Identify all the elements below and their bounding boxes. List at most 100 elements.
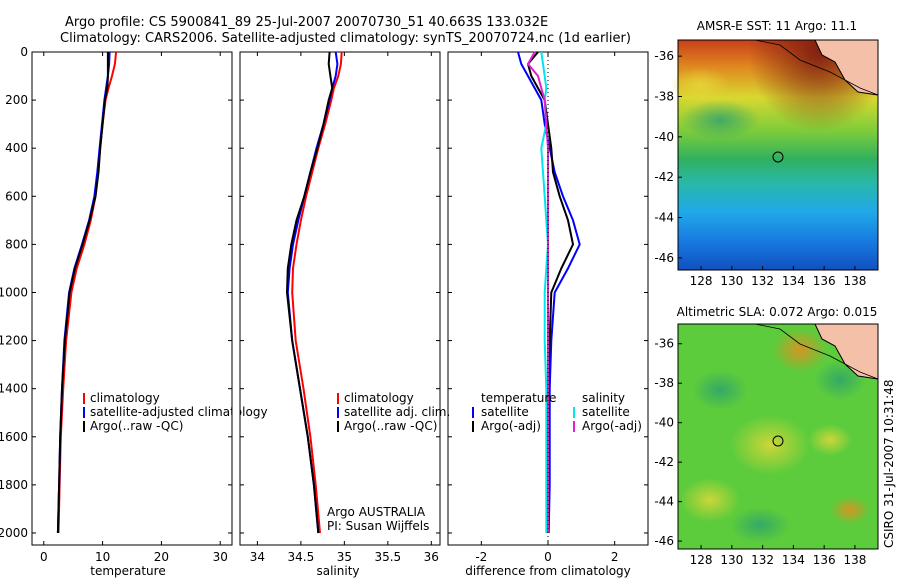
sla-patch bbox=[730, 507, 790, 543]
legend-label-climatology: climatology bbox=[344, 391, 414, 405]
difference-legend: temperature satellite Argo(-adj) salinit… bbox=[472, 391, 642, 433]
y-tick-label: -36 bbox=[654, 49, 674, 63]
x-tick-label: 2 bbox=[611, 550, 619, 564]
y-tick-label: 400 bbox=[5, 141, 28, 155]
salinity-axes bbox=[239, 51, 441, 546]
y-tick-label: -44 bbox=[654, 495, 674, 509]
x-tick-label: 134 bbox=[782, 274, 805, 288]
x-tick-label: 128 bbox=[690, 553, 713, 567]
x-tick-label: 136 bbox=[813, 274, 836, 288]
x-tick-label: 138 bbox=[843, 553, 866, 567]
x-tick-label: 130 bbox=[720, 274, 743, 288]
sst-yellow-patch bbox=[670, 67, 730, 103]
depth-tick-labels: 0 200 400 600 800 1000 1200 1400 1600 1800 2000 bbox=[0, 45, 28, 540]
sst-map-ticks: 128 130 132 134 136 138 -36 -38 -40 -42 -44 -46 bbox=[654, 49, 866, 288]
sst-map-frame bbox=[677, 39, 879, 271]
x-tick-label: 0 bbox=[544, 550, 552, 564]
y-tick-label: -42 bbox=[654, 455, 674, 469]
y-tick-label: -44 bbox=[654, 211, 674, 225]
legend-header-temperature: temperature bbox=[481, 391, 556, 405]
sla-patch bbox=[830, 496, 870, 524]
series-line-argo-raw-qc- bbox=[56, 52, 109, 534]
y-tick-label: 200 bbox=[5, 93, 28, 107]
sla-patch bbox=[808, 424, 852, 456]
y-tick-label: 1000 bbox=[0, 285, 28, 299]
difference-xticks: -2 0 2 bbox=[475, 52, 618, 564]
x-tick-label: 35.5 bbox=[374, 550, 401, 564]
sla-map-ticks: 128 130 132 134 136 138 -36 -38 -40 -42 -44 -46 bbox=[654, 337, 866, 567]
y-tick-label: -40 bbox=[654, 416, 674, 430]
x-tick-label: 34.5 bbox=[288, 550, 315, 564]
y-tick-label: 1600 bbox=[0, 430, 28, 444]
sla-patch bbox=[730, 415, 810, 475]
x-tick-label: 34 bbox=[250, 550, 265, 564]
sla-patch bbox=[772, 328, 828, 372]
difference-xlabel: difference from climatology bbox=[465, 564, 631, 578]
sla-map bbox=[677, 323, 879, 550]
credit-label: CSIRO 31-Jul-2007 10:31:48 bbox=[882, 380, 896, 548]
legend-label-argo-salinity: Argo(-adj) bbox=[582, 419, 642, 433]
coastline-edge bbox=[754, 323, 879, 380]
y-tick-label: 1800 bbox=[0, 478, 28, 492]
temperature-xlabel: temperature bbox=[90, 564, 165, 578]
sst-map bbox=[670, 39, 879, 271]
temperature-xticks: 0 10 20 30 bbox=[40, 52, 228, 564]
salinity-legend: climatology satellite adj. clim. Argo(..… bbox=[337, 391, 450, 433]
y-tick-label: 0 bbox=[20, 45, 28, 59]
x-tick-label: 10 bbox=[95, 550, 110, 564]
legend-label-argo: Argo(..raw -QC) bbox=[90, 419, 183, 433]
x-tick-label: -2 bbox=[475, 550, 487, 564]
sla-map-frame bbox=[677, 323, 879, 550]
figure-title-line1: Argo profile: CS 5900841_89 25-Jul-2007 … bbox=[65, 15, 548, 30]
legend-label-satellite-salinity: satellite bbox=[582, 405, 630, 419]
salinity-xlabel: salinity bbox=[316, 564, 359, 578]
argo-float-marker bbox=[772, 151, 784, 163]
y-tick-label: -46 bbox=[654, 251, 674, 265]
y-tick-label: 800 bbox=[5, 237, 28, 251]
temperature-plot bbox=[32, 51, 232, 534]
x-tick-label: 134 bbox=[782, 553, 805, 567]
x-tick-label: 136 bbox=[813, 553, 836, 567]
x-tick-label: 0 bbox=[40, 550, 48, 564]
y-tick-label: -38 bbox=[654, 376, 674, 390]
x-tick-label: 36 bbox=[424, 550, 439, 564]
annotation-line2: PI: Susan Wijffels bbox=[327, 519, 429, 533]
salinity-plot bbox=[240, 51, 440, 534]
y-tick-label: 1200 bbox=[0, 334, 28, 348]
legend-label-satellite: satellite-adjusted climatology bbox=[90, 405, 268, 419]
x-tick-label: 130 bbox=[720, 553, 743, 567]
series-line-satellite bbox=[517, 51, 581, 534]
x-tick-label: 132 bbox=[751, 553, 774, 567]
y-tick-label: 1400 bbox=[0, 382, 28, 396]
series-line-climatology bbox=[291, 51, 343, 534]
series-line-argo-raw-qc- bbox=[285, 51, 334, 534]
x-tick-label: 30 bbox=[213, 550, 228, 564]
legend-label-argo: Argo(..raw -QC) bbox=[344, 419, 437, 433]
sst-map-title: AMSR-E SST: 11 Argo: 11.1 bbox=[697, 19, 857, 33]
y-tick-label: -38 bbox=[654, 89, 674, 103]
coastline-edge bbox=[754, 39, 879, 96]
figure-title-line2: Climatology: CARS2006. Satellite-adjuste… bbox=[60, 31, 631, 46]
temperature-axes bbox=[31, 51, 233, 546]
y-tick-label: -46 bbox=[654, 534, 674, 548]
sla-patch bbox=[680, 478, 740, 522]
y-tick-label: -40 bbox=[654, 130, 674, 144]
x-tick-label: 132 bbox=[751, 274, 774, 288]
series-line-satellite bbox=[540, 51, 550, 533]
sla-patch bbox=[692, 370, 748, 410]
argo-float-marker bbox=[772, 435, 784, 447]
legend-label-satellite: satellite adj. clim. bbox=[344, 405, 450, 419]
y-tick-label: 2000 bbox=[0, 526, 28, 540]
legend-label-argo-temperature: Argo(-adj) bbox=[481, 419, 541, 433]
sst-green-patch bbox=[680, 100, 760, 140]
x-tick-label: 20 bbox=[154, 550, 169, 564]
salinity-xticks: 34 34.5 35 35.5 36 bbox=[250, 52, 439, 564]
x-tick-label: 138 bbox=[843, 274, 866, 288]
y-tick-label: -42 bbox=[654, 170, 674, 184]
legend-label-satellite-temperature: satellite bbox=[481, 405, 529, 419]
x-tick-label: 35 bbox=[337, 550, 352, 564]
sla-map-title: Altimetric SLA: 0.072 Argo: 0.015 bbox=[677, 305, 878, 319]
x-tick-label: 128 bbox=[690, 274, 713, 288]
legend-header-salinity: salinity bbox=[582, 391, 625, 405]
